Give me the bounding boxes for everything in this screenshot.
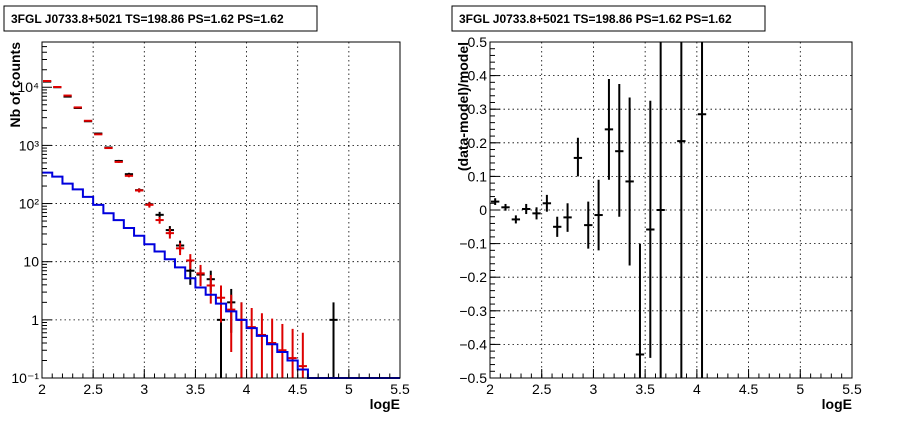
y-tick-label: 10³ bbox=[19, 137, 40, 153]
counts-point bbox=[257, 313, 267, 378]
y-tick-label: −0.3 bbox=[459, 303, 487, 319]
counts-point bbox=[227, 294, 236, 352]
left-axis-ticks: 2 2.5 3 3.5 4 4.5 5 5.5 10⁻¹ 1 10 10² 10³ 10⁴ bbox=[11, 41, 410, 397]
y-tick-label: 0 bbox=[479, 202, 487, 218]
counts-point bbox=[165, 228, 174, 239]
counts-point bbox=[53, 85, 62, 88]
right-title-box: 3FGL J0733.8+5021 TS=198.86 PS=1.62 PS=1… bbox=[451, 5, 766, 32]
counts-point bbox=[73, 106, 82, 109]
residual-point bbox=[615, 84, 624, 217]
residual-point bbox=[511, 215, 521, 224]
residual-point bbox=[532, 207, 541, 220]
counts-point bbox=[196, 264, 205, 287]
y-tick-label: 0.5 bbox=[468, 34, 488, 50]
left-title-box: 3FGL J0733.8+5021 TS=198.86 PS=1.62 PS=1… bbox=[3, 5, 318, 32]
left-panel: 3FGL J0733.8+5021 TS=198.86 PS=1.62 PS=1… bbox=[3, 5, 410, 412]
x-tick-label: 3.5 bbox=[635, 381, 655, 397]
residual-point bbox=[573, 137, 583, 177]
left-plot-data bbox=[42, 80, 400, 379]
residual-point bbox=[635, 243, 645, 378]
residual-point bbox=[501, 203, 510, 211]
left-plot-frame bbox=[41, 41, 401, 379]
x-tick-label: 3.5 bbox=[186, 381, 206, 397]
model-step-line bbox=[42, 171, 400, 379]
counts-point bbox=[329, 302, 338, 378]
residual-point bbox=[522, 203, 531, 215]
left-x-axis-label: logE bbox=[370, 396, 400, 412]
residual-point bbox=[677, 42, 686, 378]
y-tick-label: 1 bbox=[31, 312, 39, 328]
y-tick-label: 10 bbox=[23, 254, 39, 270]
x-tick-label: 5.5 bbox=[842, 381, 862, 397]
x-tick-label: 4.5 bbox=[288, 381, 308, 397]
x-tick-label: 4.5 bbox=[739, 381, 759, 397]
counts-point bbox=[83, 119, 93, 122]
y-tick-label: 0.2 bbox=[468, 135, 488, 151]
counts-point bbox=[135, 188, 144, 193]
counts-point bbox=[175, 242, 185, 256]
counts-point bbox=[63, 94, 72, 97]
counts-point bbox=[145, 202, 154, 208]
x-tick-label: 5 bbox=[796, 381, 804, 397]
right-x-axis-label: logE bbox=[822, 396, 852, 412]
x-tick-label: 2.5 bbox=[83, 381, 103, 397]
y-tick-label: −0.2 bbox=[459, 269, 487, 285]
counts-point bbox=[206, 275, 215, 304]
counts-point bbox=[104, 147, 113, 150]
x-tick-label: 2 bbox=[486, 381, 494, 397]
residual-point bbox=[491, 198, 500, 205]
counts-point bbox=[247, 307, 256, 378]
right-plot-data bbox=[491, 42, 707, 378]
counts-point bbox=[155, 216, 164, 224]
right-y-axis-label: (data-model)/model bbox=[455, 42, 471, 171]
counts-point bbox=[94, 133, 103, 136]
x-tick-label: 2.5 bbox=[532, 381, 552, 397]
y-tick-label: 10⁴ bbox=[17, 79, 39, 95]
x-tick-label: 4 bbox=[243, 381, 251, 397]
y-tick-label: 0.1 bbox=[468, 168, 488, 184]
left-title-frame bbox=[3, 5, 318, 32]
counts-point bbox=[288, 328, 297, 378]
right-title-frame bbox=[451, 5, 766, 32]
residual-point bbox=[625, 97, 634, 266]
counts-point bbox=[298, 332, 307, 378]
y-tick-label: −0.4 bbox=[459, 336, 487, 352]
left-title: 3FGL J0733.8+5021 TS=198.86 PS=1.62 PS=1… bbox=[11, 12, 284, 26]
x-tick-label: 2 bbox=[38, 381, 46, 397]
counts-point bbox=[114, 160, 123, 164]
x-tick-label: 5.5 bbox=[390, 381, 410, 397]
right-title: 3FGL J0733.8+5021 TS=198.86 PS=1.62 PS=1… bbox=[459, 12, 732, 26]
residual-point bbox=[656, 42, 665, 378]
right-panel: 3FGL J0733.8+5021 TS=198.86 PS=1.62 PS=1… bbox=[451, 5, 862, 412]
residual-point bbox=[584, 201, 593, 249]
counts-point bbox=[237, 302, 246, 378]
counts-point bbox=[278, 323, 287, 378]
x-tick-label: 3 bbox=[140, 381, 148, 397]
left-grid bbox=[42, 42, 400, 378]
x-tick-label: 5 bbox=[345, 381, 353, 397]
residual-point bbox=[697, 42, 707, 378]
residual-point bbox=[542, 194, 552, 212]
y-tick-label: 0.3 bbox=[468, 101, 488, 117]
counts-point bbox=[186, 254, 195, 269]
residual-point bbox=[646, 100, 655, 358]
x-tick-label: 4 bbox=[693, 381, 701, 397]
residual-point bbox=[563, 203, 572, 232]
counts-point bbox=[268, 318, 277, 378]
residual-point bbox=[553, 216, 562, 237]
counts-point bbox=[124, 174, 134, 178]
x-tick-label: 3 bbox=[590, 381, 598, 397]
y-tick-label: −0.5 bbox=[459, 370, 487, 386]
right-grid bbox=[490, 42, 852, 378]
left-y-axis-label: Nb of counts bbox=[7, 42, 23, 128]
right-axis-ticks: 2 2.5 3 3.5 4 4.5 5 5.5 −0.5 −0.4 −0.3 −0.2 −0.1 0 0.1… bbox=[459, 34, 862, 397]
residual-point bbox=[604, 78, 614, 180]
y-tick-label: 10⁻¹ bbox=[11, 370, 39, 386]
y-tick-label: 0.4 bbox=[468, 68, 488, 84]
y-tick-label: −0.1 bbox=[459, 236, 487, 252]
y-tick-label: 10² bbox=[19, 196, 40, 212]
residual-point bbox=[594, 179, 603, 251]
